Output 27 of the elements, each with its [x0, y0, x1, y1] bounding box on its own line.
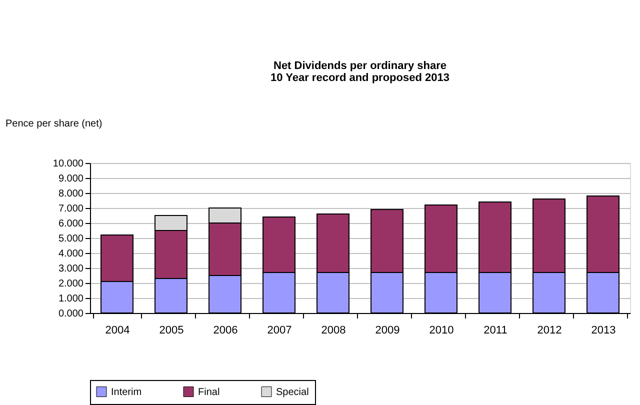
y-tick-label: 2.000	[58, 278, 84, 290]
y-tick-label: 8.000	[58, 188, 84, 200]
x-tick-label: 2013	[591, 324, 616, 336]
x-tick-label: 2011	[484, 324, 508, 336]
legend-label: Interim	[111, 386, 142, 398]
x-tick-label: 2010	[429, 324, 454, 336]
y-tick-label: 1.000	[58, 294, 84, 304]
y-axis-title: Pence per share (net)	[6, 118, 102, 130]
x-tick-label: 2007	[267, 324, 292, 336]
y-tick-label: 7.000	[58, 204, 84, 214]
legend-label: Special	[276, 386, 309, 398]
x-tick-label: 2006	[213, 324, 238, 336]
chart-title: Net Dividends per ordinary share	[274, 60, 446, 72]
legend-label: Final	[198, 386, 220, 398]
x-tick-label: 2005	[159, 324, 184, 336]
y-tick-label: 9.000	[58, 174, 84, 184]
x-tick-label: 2008	[321, 324, 346, 336]
x-tick-label: 2004	[105, 324, 130, 336]
y-tick-label: 6.000	[58, 218, 84, 230]
y-tick-label: 4.000	[58, 248, 84, 260]
y-tick-label: 3.000	[58, 264, 84, 274]
y-tick-label: 5.000	[58, 234, 84, 244]
y-tick-label: 10.000	[52, 158, 84, 170]
x-tick-label: 2009	[375, 324, 400, 336]
x-tick-label: 2012	[537, 324, 562, 336]
chart-subtitle: 10 Year record and proposed 2013	[270, 72, 450, 84]
y-tick-label: 0.000	[58, 308, 84, 320]
